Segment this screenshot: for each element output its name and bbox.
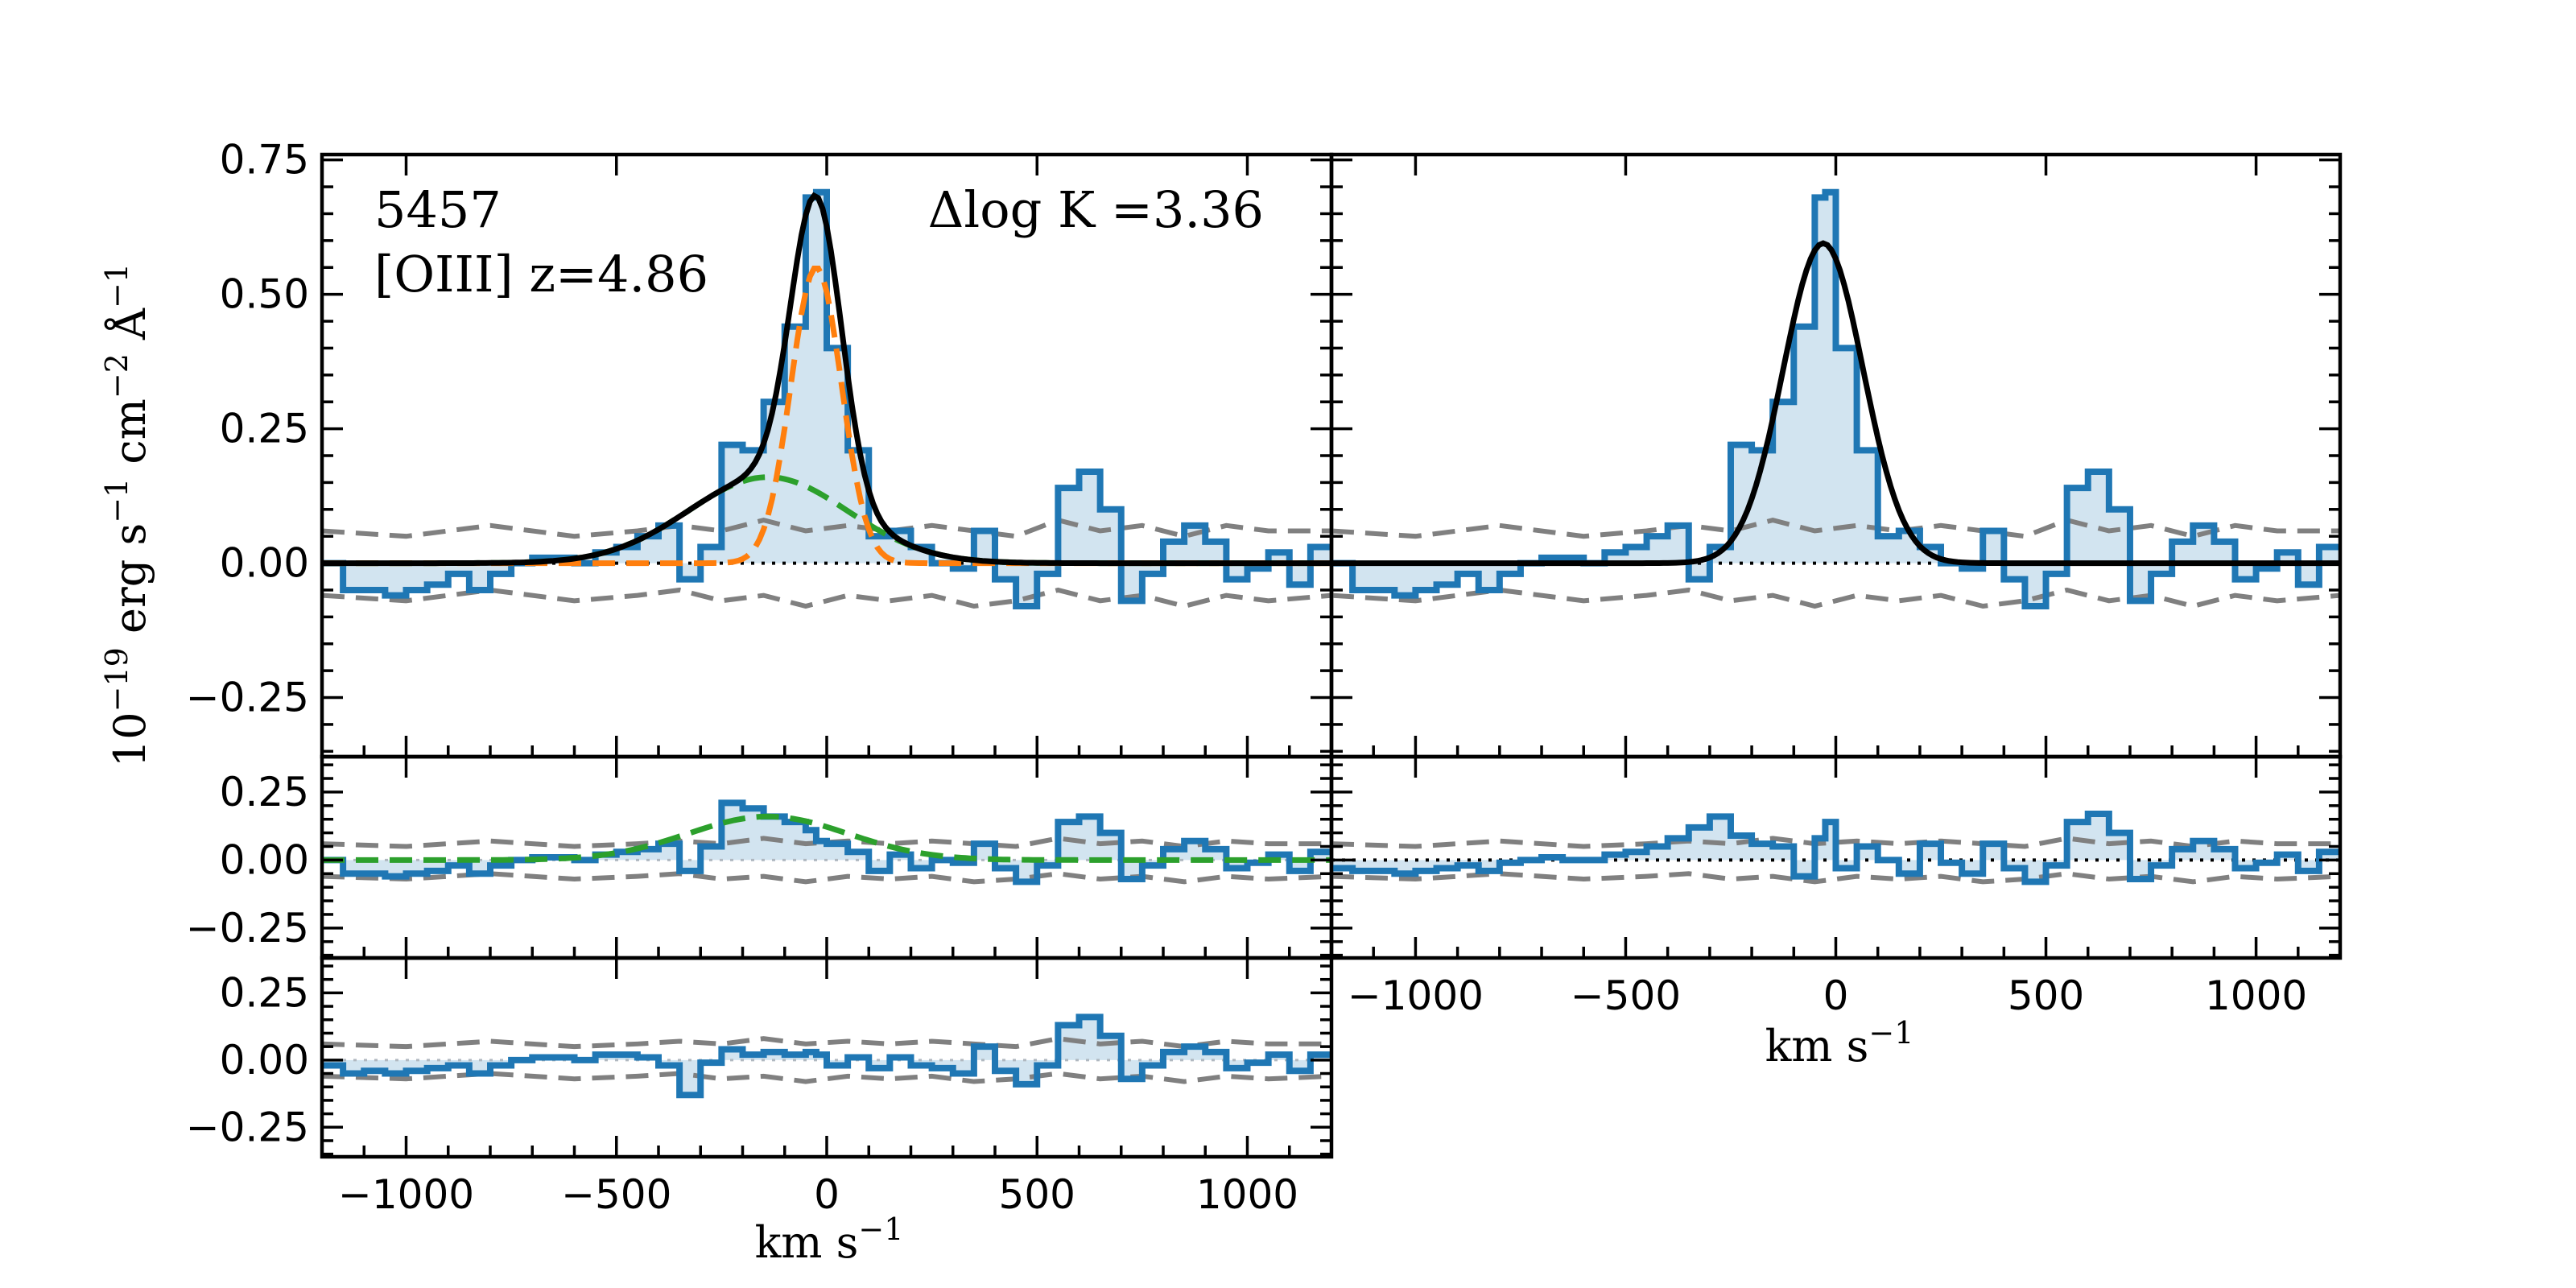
bottom-left-plot-area [322,1013,1331,1099]
x-axis-label-right: km s−1 [1765,1015,1914,1071]
mid-right-flux-step [1331,810,2340,886]
top-left-ytick-label: −0.25 [186,675,309,721]
top-left-flux-fill [322,192,1331,606]
top-left-noise-lower [322,587,1331,609]
top-left-noise-upper [322,517,1331,539]
top-left-ytick-label: 0.00 [220,540,309,587]
bottom-left-xtick-label: 500 [999,1171,1075,1218]
mid-right-xtick-label: 0 [1823,972,1849,1019]
mid-left-plot-area [322,799,1331,886]
top-right-noise-lower [1331,587,2340,609]
emission-line-label: [OIII] z=4.86 [374,245,708,303]
x-axis-label-left: km s−1 [755,1212,904,1268]
mid-left-panel: −0.25 0.00 0.25 [186,754,1334,960]
bottom-left-ytick-label: 0.00 [220,1037,309,1084]
bottom-left-xtick-label: −1000 [338,1171,474,1218]
top-left-total-fit [322,192,1331,567]
mid-left-noise-upper [322,836,1331,849]
bottom-left-xtick-label: 0 [814,1171,840,1218]
object-id-label: 5457 [374,180,502,239]
top-left-plot-area [322,188,1331,609]
ylabel-base: 10 [105,712,155,767]
mid-right-xtick-label: 1000 [2205,972,2307,1019]
bottom-left-flux-step [322,1013,1331,1099]
ylabel-exp3: −2 [99,353,134,398]
top-right-noise-upper [1331,517,2340,539]
top-left-ytick-label: 0.75 [220,137,309,184]
top-left-ytick-label: 0.50 [220,271,309,318]
mid-right-plot-area [1331,810,2340,886]
ylabel-erg: erg s [105,523,155,647]
bottom-left-panel: −0.25 0.00 0.25 −1000 −500 0 500 1000 [186,956,1334,1218]
xlabel-left-exp: −1 [858,1212,903,1247]
mid-left-broad-component [322,813,1331,863]
top-right-flux-fill [1331,192,2340,606]
ylabel-exp1: −19 [99,647,134,712]
top-right-panel [1329,152,2343,759]
mid-right-noise-lower [1331,871,2340,885]
mid-left-noise-lower [322,871,1331,885]
xlabel-right-exp: −1 [1868,1015,1913,1051]
bottom-left-ytick-label: −0.25 [186,1104,309,1150]
mid-right-xtick-label: −1000 [1348,972,1484,1019]
bottom-left-xtick-label: 1000 [1196,1171,1298,1218]
mid-right-noise-upper [1331,836,2340,849]
mid-right-xtick-label: −500 [1571,972,1681,1019]
ylabel-cm: cm [105,398,155,478]
mid-right-xtick-label: 500 [2008,972,2084,1019]
bottom-left-ytick-label: 0.25 [220,969,309,1016]
mid-left-ytick-label: −0.25 [186,905,309,952]
mid-left-ytick-label: 0.00 [220,836,309,883]
bottom-left-noise-lower [322,1071,1331,1084]
top-right-flux-step [1331,188,2340,609]
ylabel-exp2: −1 [99,478,134,523]
top-left-flux-step [322,188,1331,609]
xlabel-right-base: km s [1765,1021,1869,1071]
top-right-plot-area [1331,188,2340,609]
panels-layer: −0.250.000.250.500.75−0.250.000.25−1000−… [186,137,2343,1218]
ylabel-ang: Å [103,308,155,353]
ylabel-exp4: −1 [99,263,134,308]
mid-right-panel: −1000 −500 0 500 1000 [1329,754,2343,1019]
xlabel-left-base: km s [755,1217,859,1268]
bottom-left-noise-upper [322,1036,1331,1050]
mid-left-ytick-label: 0.25 [220,769,309,815]
bottom-left-xtick-label: −500 [561,1171,671,1218]
top-left-panel: −0.25 0.00 0.25 0.50 0.75 [186,137,1334,759]
top-right-single-fit [1331,240,2340,567]
top-left-ytick-label: 0.25 [220,406,309,452]
delta-log-k-label: Δlog K =3.36 [928,180,1264,239]
y-axis-label: 10−19 erg s−1 cm−2 Å−1 [99,263,155,767]
